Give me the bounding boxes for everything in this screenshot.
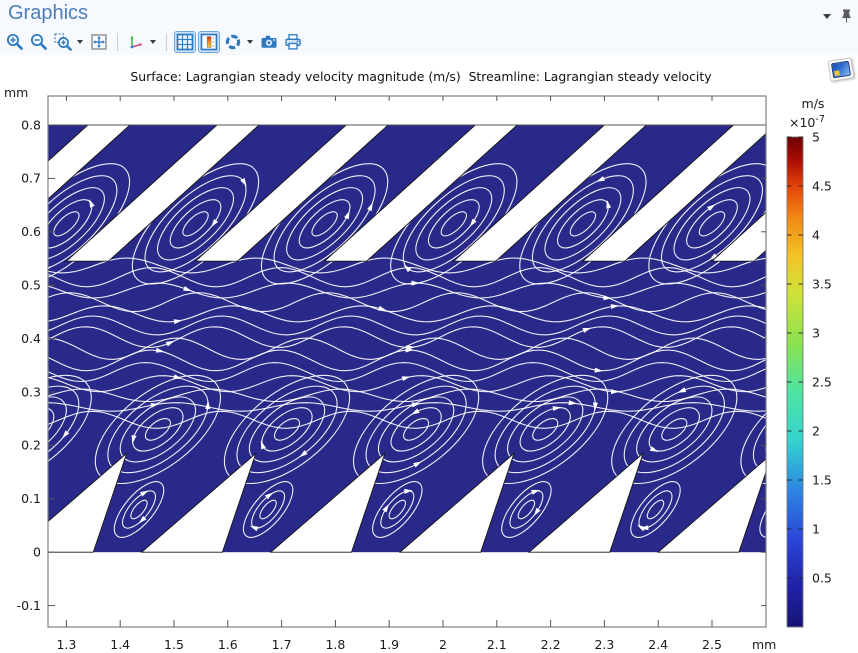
image-snapshot-button[interactable] — [258, 31, 280, 53]
zoom-in-button[interactable] — [4, 31, 26, 53]
svg-text:1: 1 — [812, 521, 820, 536]
panel-title: Graphics — [8, 2, 89, 24]
x-axis-unit: mm — [752, 637, 776, 652]
svg-text:0.6: 0.6 — [21, 224, 41, 239]
toolbar-separator — [166, 32, 167, 51]
zoom-box-icon — [54, 32, 72, 51]
show-color-legend-button[interactable] — [198, 30, 220, 53]
streamline-arrows — [150, 280, 620, 408]
plot-frame — [47, 95, 767, 628]
plot-thumbnail-icon — [830, 60, 852, 79]
camera-icon — [261, 35, 277, 48]
plot-title: Surface: Lagrangian steady velocity magn… — [130, 69, 711, 84]
y-axis-unit: mm — [4, 85, 28, 100]
svg-text:2.3: 2.3 — [594, 637, 614, 652]
show-grid-button[interactable] — [174, 30, 196, 53]
fluid-domain — [48, 124, 766, 553]
svg-text:1.7: 1.7 — [272, 637, 292, 652]
svg-text:0.1: 0.1 — [21, 491, 41, 506]
svg-text:1.5: 1.5 — [812, 472, 832, 487]
scene-light-button[interactable] — [222, 31, 244, 53]
axes: 1.3 1.4 1.5 1.6 1.7 1.8 1.9 2 2.1 2.2 2.3 2.4 2.5 0.8… — [4, 85, 776, 652]
channel-structures — [48, 124, 766, 553]
svg-text:2.5: 2.5 — [702, 637, 722, 652]
svg-text:3: 3 — [812, 325, 820, 340]
colorbar-multiplier: ×10-7 — [789, 114, 825, 130]
chevron-down-icon[interactable] — [823, 13, 831, 19]
svg-text:2.1: 2.1 — [487, 637, 507, 652]
svg-text:0.8: 0.8 — [21, 117, 41, 132]
svg-text:0.4: 0.4 — [21, 331, 41, 346]
zoom-in-icon — [7, 33, 23, 50]
svg-text:4: 4 — [812, 227, 820, 242]
plot-svg[interactable]: Surface: Lagrangian steady velocity magn… — [0, 55, 858, 653]
svg-text:3.5: 3.5 — [812, 276, 832, 291]
zoom-extents-icon — [91, 33, 107, 50]
zoom-out-icon — [31, 33, 47, 50]
panel-header: Graphics — [0, 0, 858, 28]
svg-text:-0.1: -0.1 — [17, 598, 41, 613]
svg-text:2.4: 2.4 — [648, 637, 668, 652]
svg-text:0.5: 0.5 — [812, 570, 832, 585]
color-legend: 5 4.5 4 3.5 3 2.5 2 1.5 1 0.5 m/s ×10-7 — [786, 96, 832, 628]
svg-text:0: 0 — [33, 545, 41, 560]
aperture-icon — [225, 34, 241, 49]
svg-text:1.5: 1.5 — [164, 637, 184, 652]
colorbar-unit: m/s — [802, 96, 825, 111]
print-button[interactable] — [282, 31, 304, 53]
zoom-out-button[interactable] — [28, 31, 50, 53]
pin-icon[interactable] — [841, 9, 852, 23]
svg-text:0.7: 0.7 — [21, 171, 41, 186]
graphics-toolbar — [0, 28, 858, 55]
toolbar-separator — [117, 32, 118, 51]
zoom-box-button[interactable] — [52, 31, 74, 53]
svg-text:1.3: 1.3 — [56, 637, 76, 652]
svg-text:0.3: 0.3 — [21, 384, 41, 399]
zoom-extents-button[interactable] — [88, 31, 110, 53]
zoom-box-dropdown-caret[interactable] — [77, 39, 83, 44]
printer-icon — [285, 33, 301, 50]
svg-text:2: 2 — [812, 423, 820, 438]
svg-text:1.4: 1.4 — [110, 637, 130, 652]
go-to-default-view-button[interactable] — [125, 31, 147, 53]
plot-group-icon[interactable] — [827, 57, 855, 82]
plot-canvas[interactable]: Surface: Lagrangian steady velocity magn… — [0, 55, 858, 653]
svg-text:1.6: 1.6 — [218, 637, 238, 652]
svg-text:2.5: 2.5 — [812, 374, 832, 389]
color-legend-icon — [200, 33, 218, 50]
svg-text:0.5: 0.5 — [21, 278, 41, 293]
svg-text:1.8: 1.8 — [325, 637, 345, 652]
svg-text:4.5: 4.5 — [812, 178, 832, 193]
svg-text:0.2: 0.2 — [21, 438, 41, 453]
svg-text:2.2: 2.2 — [541, 637, 561, 652]
grid-icon — [176, 33, 194, 50]
svg-text:1.9: 1.9 — [379, 637, 399, 652]
axis-triad-icon — [130, 35, 143, 48]
scene-light-dropdown-caret[interactable] — [247, 39, 253, 44]
view-dropdown-caret[interactable] — [150, 39, 156, 44]
svg-text:2: 2 — [439, 637, 447, 652]
svg-text:5: 5 — [812, 129, 820, 144]
